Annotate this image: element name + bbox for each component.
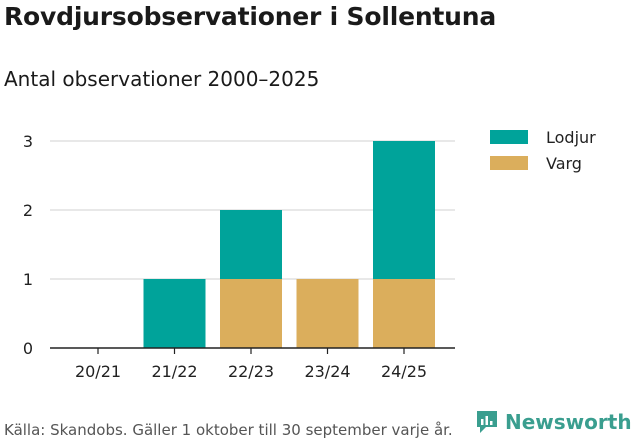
- legend-swatch-lodjur: [490, 130, 528, 144]
- x-tick-label: 21/22: [151, 362, 197, 381]
- legend-label-varg: Varg: [546, 154, 582, 173]
- legend-swatch-varg: [490, 156, 528, 170]
- bar-varg-23-24: [296, 279, 359, 348]
- y-tick-label: 3: [23, 132, 33, 151]
- x-tick-label: 22/23: [228, 362, 274, 381]
- bar-varg-22-23: [220, 279, 282, 348]
- newsworthy-logo-text: Newsworthy: [505, 410, 631, 434]
- bar-lodjur-21-22: [143, 279, 206, 348]
- legend-label-lodjur: Lodjur: [546, 128, 596, 147]
- bar-lodjur-22-23: [220, 210, 282, 279]
- y-axis-ticks: 0 1 2 3: [23, 132, 33, 358]
- newsworthy-logo-icon: [475, 409, 499, 435]
- legend: Lodjur Varg: [490, 128, 596, 173]
- source-note: Källa: Skandobs. Gäller 1 oktober till 3…: [4, 421, 453, 439]
- x-tick-label: 24/25: [381, 362, 427, 381]
- x-tick-label: 20/21: [75, 362, 121, 381]
- y-tick-label: 2: [23, 201, 33, 220]
- newsworthy-logo: Newsworthy: [475, 409, 631, 435]
- bar-varg-24-25: [373, 279, 435, 348]
- bars: [143, 141, 435, 348]
- bar-chart: 0 1 2 3 20/21 21/22 22/23 23/24 24/25 Lodjur Var…: [23, 128, 596, 381]
- y-tick-label: 0: [23, 339, 33, 358]
- chart-subtitle: Antal observationer 2000–2025: [4, 67, 320, 91]
- bar-lodjur-24-25: [373, 141, 435, 279]
- chart-title: Rovdjursobservationer i Sollentuna: [4, 2, 497, 31]
- y-tick-label: 1: [23, 270, 33, 289]
- x-axis-ticks: 20/21 21/22 22/23 23/24 24/25: [75, 348, 427, 381]
- x-tick-label: 23/24: [304, 362, 350, 381]
